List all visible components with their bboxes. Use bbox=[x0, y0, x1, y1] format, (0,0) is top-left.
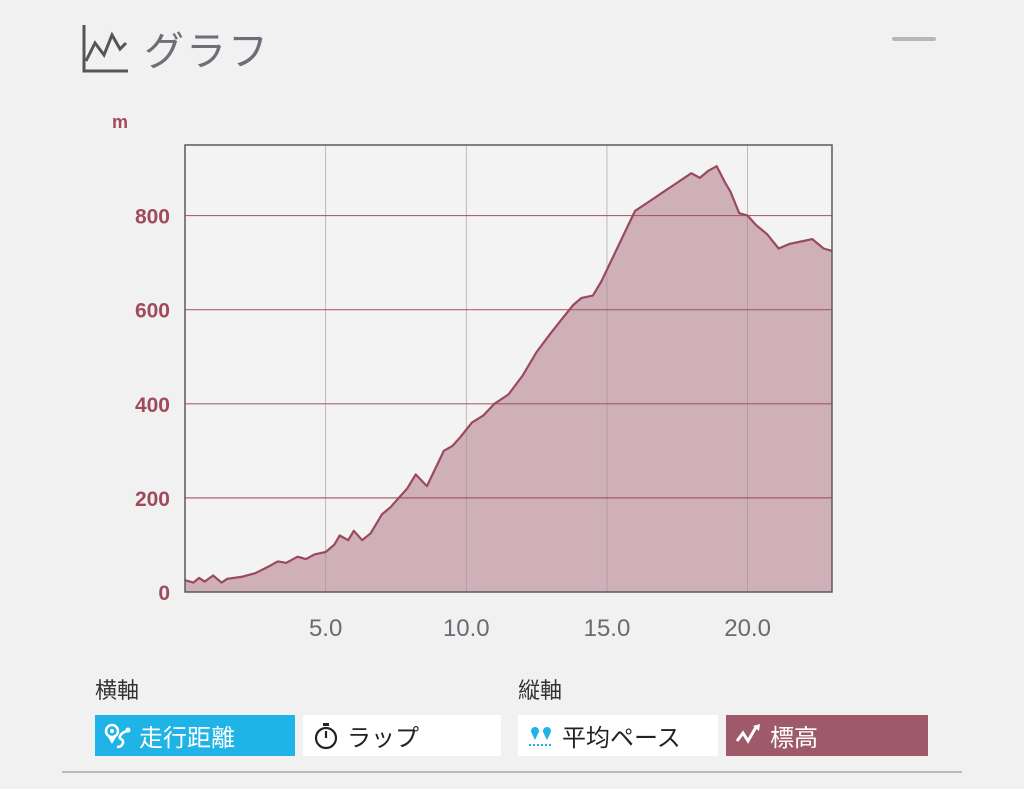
elevation-line bbox=[184, 165, 833, 584]
elevation-area bbox=[185, 166, 832, 592]
panel-header: グラフ bbox=[80, 18, 270, 78]
x-axis-lap-button[interactable]: ラップ bbox=[303, 715, 501, 756]
x-tick-label: 10.0 bbox=[443, 615, 490, 642]
x-axis-section-label: 横軸 bbox=[95, 679, 140, 704]
bottom-divider bbox=[62, 771, 962, 773]
y-axis-section-label: 縦軸 bbox=[518, 679, 563, 704]
minimize-button[interactable] bbox=[892, 37, 936, 41]
x-axis-distance-button[interactable]: 走行距離 bbox=[95, 715, 295, 756]
y-tick-label: 800 bbox=[135, 206, 170, 229]
elevation-chart: m 5.0 10.0 15.0 20.0 0 200 400 600 800 bbox=[112, 112, 833, 642]
route-icon bbox=[103, 721, 133, 751]
plot-border bbox=[184, 144, 833, 593]
elevation-icon bbox=[734, 721, 764, 751]
y-axis-elevation-button[interactable]: 標高 bbox=[726, 715, 928, 756]
pace-icon bbox=[526, 721, 556, 751]
x-axis-lap-label: ラップ bbox=[347, 724, 419, 752]
x-tick-label: 5.0 bbox=[309, 615, 342, 642]
stopwatch-icon bbox=[311, 721, 341, 751]
line-chart-icon bbox=[82, 25, 128, 73]
x-tick-label: 15.0 bbox=[584, 615, 631, 642]
y-axis-pace-button[interactable]: 平均ペース bbox=[518, 715, 718, 756]
x-axis-distance-label: 走行距離 bbox=[139, 724, 235, 752]
y-tick-label: 400 bbox=[135, 394, 170, 417]
y-tick-label: 0 bbox=[158, 582, 170, 605]
x-tick-label: 20.0 bbox=[724, 615, 771, 642]
panel-title: グラフ bbox=[144, 29, 270, 75]
y-axis-elevation-label: 標高 bbox=[770, 724, 818, 752]
y-tick-label: 600 bbox=[135, 300, 170, 323]
y-axis-unit: m bbox=[112, 112, 128, 132]
y-axis-pace-label: 平均ペース bbox=[562, 724, 681, 752]
y-tick-label: 200 bbox=[135, 488, 170, 511]
